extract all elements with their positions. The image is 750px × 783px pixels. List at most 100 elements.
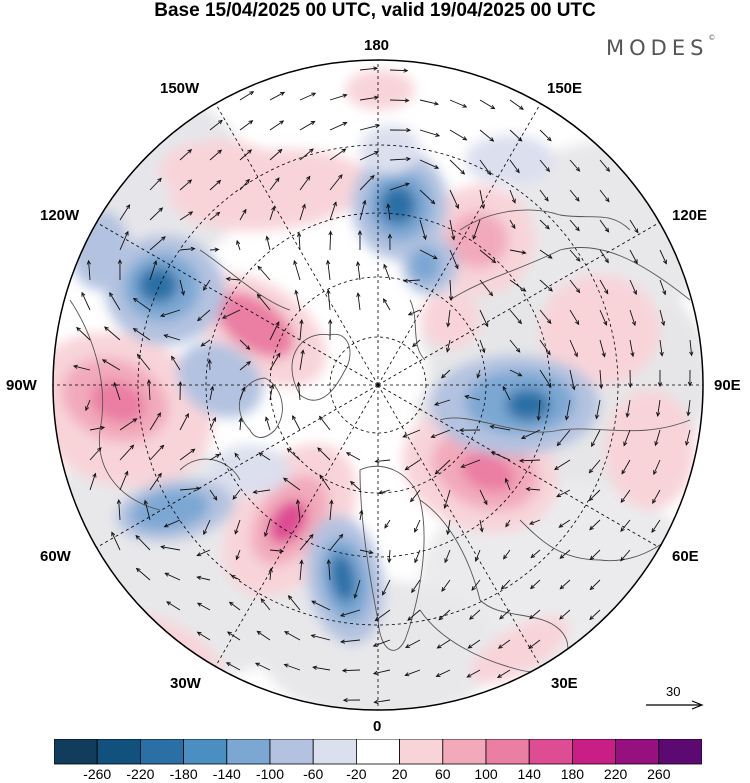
wind-arrow bbox=[599, 159, 610, 172]
wind-arrow bbox=[197, 602, 211, 611]
wind-arrow bbox=[629, 339, 634, 357]
wind-arrow bbox=[269, 549, 284, 552]
wind-arrow-head bbox=[490, 105, 496, 110]
colorbar-swatch bbox=[615, 739, 660, 765]
wind-arrow bbox=[179, 487, 200, 491]
lon-label-150w: 150W bbox=[160, 80, 200, 97]
anomaly-region bbox=[215, 292, 295, 358]
wind-arrow-head bbox=[178, 381, 183, 386]
wind-arrow bbox=[118, 500, 121, 521]
wind-arrow-head bbox=[156, 412, 162, 417]
wind-arrow bbox=[444, 489, 451, 509]
wind-arrow-head bbox=[441, 587, 446, 592]
lon-label-180: 180 bbox=[364, 37, 390, 54]
wind-arrow-head bbox=[620, 556, 625, 562]
wind-arrow bbox=[589, 579, 601, 590]
wind-arrow bbox=[209, 249, 219, 251]
wind-arrow bbox=[297, 500, 301, 521]
wind-arrow-head bbox=[213, 495, 218, 501]
wind-arrow-head bbox=[546, 350, 551, 356]
parallel bbox=[137, 144, 619, 626]
wind-arrow bbox=[113, 382, 121, 401]
wind-arrow bbox=[179, 179, 192, 191]
wind-arrow-head bbox=[295, 499, 301, 505]
wind-arrow bbox=[311, 634, 331, 641]
wind-arrow bbox=[447, 309, 451, 327]
wind-arrow bbox=[403, 429, 421, 438]
wind-arrow bbox=[354, 579, 361, 598]
wind-arrow bbox=[149, 473, 162, 491]
wind-arrow bbox=[374, 699, 391, 703]
wind-arrow-head bbox=[536, 416, 541, 421]
wind-arrow-head bbox=[283, 477, 288, 482]
wind-arrow-head bbox=[689, 351, 694, 357]
wind-arrow-head bbox=[575, 167, 581, 172]
wind-arrow-head bbox=[403, 278, 408, 283]
wind-arrow-head bbox=[623, 441, 628, 447]
wind-arrow-head bbox=[604, 289, 609, 295]
wind-arrow-head bbox=[356, 292, 361, 298]
wind-arrow-head bbox=[604, 258, 609, 264]
wind-arrow-head bbox=[374, 151, 380, 156]
wind-arrow bbox=[209, 120, 223, 131]
colorbar-tick-label: 180 bbox=[560, 766, 585, 782]
wind-arrow-head bbox=[382, 590, 387, 596]
wind-arrow-head bbox=[605, 167, 611, 173]
wind-arrow-head bbox=[521, 250, 527, 255]
wind-arrow bbox=[295, 290, 301, 311]
wind-arrow-head bbox=[621, 469, 626, 475]
wind-arrow bbox=[269, 91, 285, 101]
wind-arrow-head bbox=[511, 224, 516, 230]
wind-arrow bbox=[88, 260, 91, 281]
lon-label-30w: 30W bbox=[170, 675, 201, 692]
colorbar-tick-label: -180 bbox=[169, 766, 198, 782]
wind-arrow-head bbox=[234, 529, 239, 535]
wind-arrow-head bbox=[248, 120, 254, 125]
wind-arrow-head bbox=[260, 598, 266, 603]
wind-arrow bbox=[437, 639, 451, 649]
wind-arrow-head bbox=[339, 612, 345, 617]
wind-arrow bbox=[405, 639, 421, 648]
wind-arrow bbox=[179, 211, 193, 221]
wind-arrow bbox=[404, 279, 421, 282]
wind-arrow-head bbox=[411, 588, 416, 594]
colorbar-tick-label: -220 bbox=[126, 766, 155, 782]
wind-arrow-head bbox=[460, 463, 466, 468]
wind-arrow-head bbox=[446, 530, 451, 536]
wind-arrow bbox=[73, 365, 91, 371]
wind-arrow-head bbox=[200, 342, 206, 347]
wind-arrow-head bbox=[221, 314, 227, 319]
wind-arrow-head bbox=[135, 534, 141, 540]
wind-arrow-head bbox=[338, 533, 344, 539]
wind-arrow-head bbox=[265, 235, 270, 241]
wind-arrow bbox=[161, 546, 181, 551]
anomaly-region bbox=[130, 489, 210, 531]
wind-arrow bbox=[620, 519, 631, 532]
wind-arrow bbox=[447, 519, 451, 535]
wind-arrow bbox=[621, 459, 631, 475]
wind-arrow bbox=[359, 175, 375, 191]
wind-arrow bbox=[569, 249, 581, 262]
anomaly-region bbox=[409, 247, 441, 283]
wind-arrow bbox=[327, 290, 331, 311]
wind-arrow-head bbox=[301, 203, 306, 209]
map-boundary bbox=[52, 59, 704, 711]
wind-arrow-head bbox=[372, 642, 378, 647]
wind-arrow bbox=[76, 327, 91, 341]
wind-arrow-head bbox=[685, 440, 690, 446]
wind-arrow bbox=[479, 249, 496, 263]
wind-arrow bbox=[293, 260, 301, 281]
wind-arrow-head bbox=[277, 148, 283, 154]
wind-arrow bbox=[653, 459, 661, 475]
lon-label-60e: 60E bbox=[672, 548, 699, 565]
wind-arrow bbox=[685, 429, 691, 446]
wind-arrow bbox=[340, 609, 361, 617]
wind-arrow bbox=[383, 298, 391, 311]
wind-arrow-head bbox=[72, 364, 78, 369]
wind-arrow-head bbox=[373, 699, 379, 705]
wind-arrow bbox=[471, 579, 481, 591]
wind-arrow-head bbox=[625, 412, 630, 418]
wind-arrow-head bbox=[404, 465, 410, 471]
meridian bbox=[377, 222, 660, 386]
